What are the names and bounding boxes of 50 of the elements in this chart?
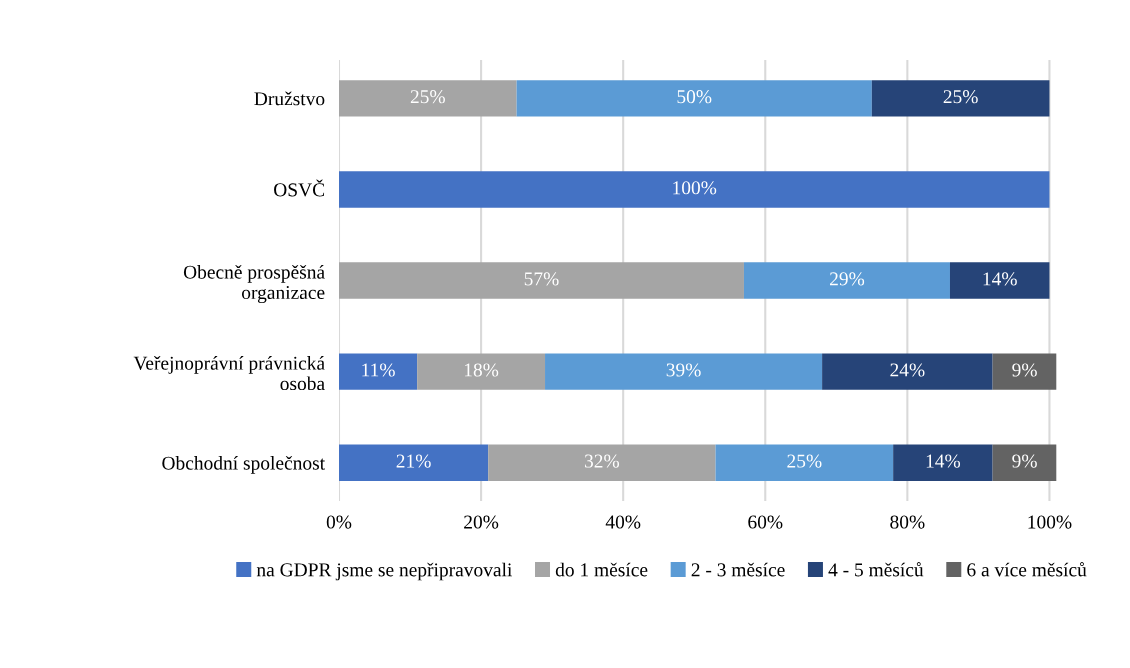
data-label: 50% bbox=[677, 90, 712, 104]
y-tick-label: Veřejnoprávní právnická osoba bbox=[133, 356, 325, 391]
bar bbox=[992, 444, 1057, 481]
bar bbox=[992, 353, 1057, 390]
bar bbox=[715, 444, 894, 481]
data-label: 32% bbox=[584, 454, 620, 468]
legend-label: 4 - 5 měsíců bbox=[828, 562, 924, 577]
bar bbox=[949, 262, 1050, 299]
x-tick-label: 60% bbox=[748, 515, 783, 529]
bar bbox=[488, 444, 716, 481]
bar bbox=[339, 353, 418, 390]
data-label: 21% bbox=[396, 454, 431, 468]
bar bbox=[545, 353, 823, 390]
bar bbox=[339, 171, 1050, 208]
bar bbox=[893, 444, 993, 481]
data-label: 57% bbox=[524, 272, 559, 286]
bar bbox=[822, 353, 993, 390]
legend-label: 2 - 3 měsíce bbox=[691, 562, 785, 577]
y-tick-label: OSVČ bbox=[274, 179, 325, 197]
legend-label: do 1 měsíce bbox=[555, 562, 648, 577]
data-label: 11% bbox=[362, 363, 395, 377]
data-label: 18% bbox=[464, 363, 499, 377]
data-label: 24% bbox=[890, 363, 925, 377]
bar bbox=[339, 262, 744, 299]
legend-label: na GDPR jsme se nepřipravovali bbox=[256, 562, 512, 581]
data-label: 14% bbox=[926, 454, 961, 468]
y-tick-label: Družstvo bbox=[254, 91, 325, 106]
data-label: 100% bbox=[673, 181, 717, 195]
x-tick-label: 80% bbox=[890, 515, 925, 529]
bar bbox=[339, 444, 489, 481]
x-tick-label: 20% bbox=[464, 515, 499, 529]
legend-label: 6 a více měsíců bbox=[967, 562, 1087, 577]
x-tick-label: 40% bbox=[605, 515, 641, 529]
data-label: 25% bbox=[787, 454, 822, 468]
bar bbox=[743, 262, 950, 299]
data-label: 25% bbox=[410, 90, 445, 104]
data-label: 9% bbox=[1012, 454, 1037, 468]
data-label: 25% bbox=[943, 90, 978, 104]
x-tick-label: 0% bbox=[326, 515, 352, 529]
data-label: 9% bbox=[1012, 363, 1037, 377]
data-label: 39% bbox=[666, 363, 701, 377]
y-tick-label: Obchodní společnost bbox=[162, 455, 325, 474]
x-tick-label: 100% bbox=[1028, 515, 1072, 529]
bar bbox=[516, 80, 872, 117]
bar bbox=[871, 80, 1050, 117]
bar bbox=[339, 80, 517, 117]
data-label: 14% bbox=[983, 272, 1017, 286]
y-tick-label: Obecně prospěšná organizace bbox=[183, 265, 325, 304]
data-label: 29% bbox=[830, 272, 865, 286]
bar bbox=[417, 353, 546, 390]
